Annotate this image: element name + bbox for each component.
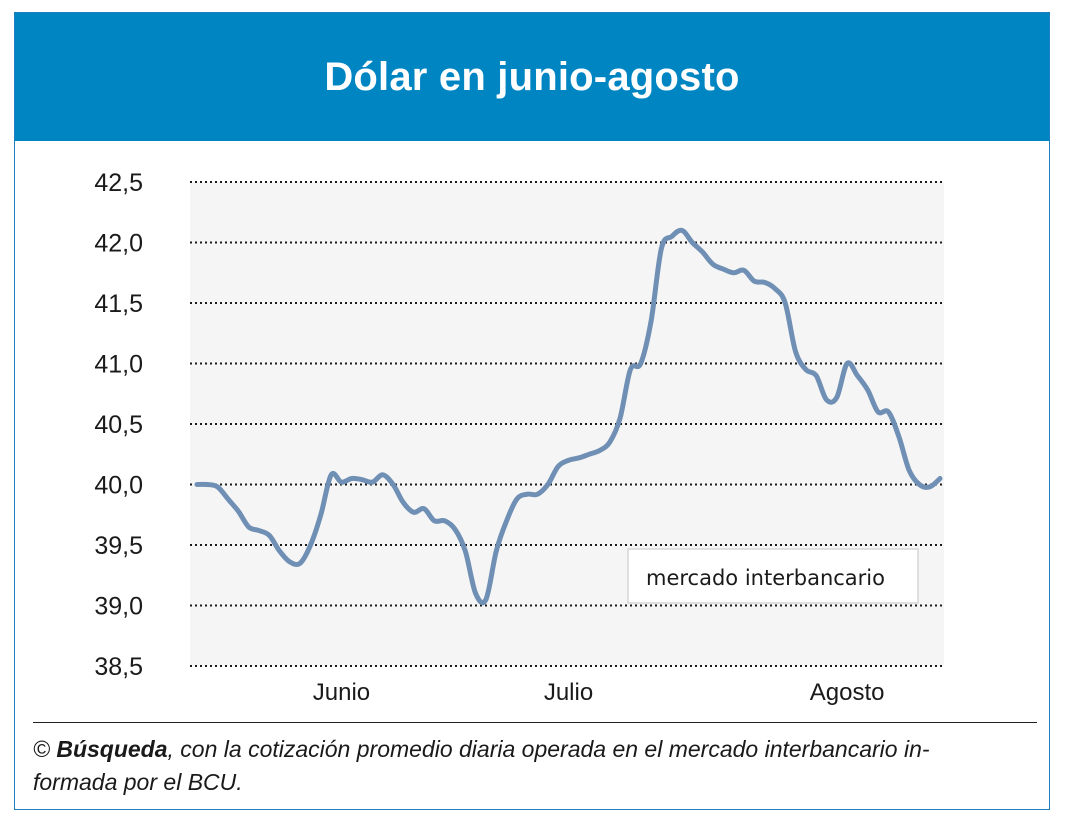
copyright-symbol: © [33,736,50,762]
footer-caption: © Búsqueda, con la cotización promedio d… [33,722,1037,799]
y-tick-label: 42,5 [94,169,143,197]
y-tick-label: 40,5 [94,411,143,439]
y-tick-label: 39,5 [94,532,143,560]
chart-title: Dólar en junio-agosto [324,54,740,99]
y-axis-tick-labels: 42,5 42,0 41,5 41,0 40,5 40,0 39,5 39,0 38,5 [94,169,143,681]
footer-text: © Búsqueda, con la cotización promedio d… [33,733,1037,799]
legend-label: mercado interbancario [646,566,885,590]
x-axis-tick-labels: Junio Julio Agosto [313,679,885,706]
legend-box [627,548,919,604]
source-name: Búsqueda [56,736,168,762]
y-tick-label: 41,0 [94,351,143,379]
header-banner: Dólar en junio-agosto [15,13,1049,141]
y-tick-label: 38,5 [94,653,143,681]
x-tick-label: Junio [313,679,370,706]
y-tick-label: 42,0 [94,230,143,258]
series-line [194,227,943,606]
footer-line1: , con la cotización promedio diaria oper… [167,736,930,762]
gridlines [190,181,944,667]
y-tick-label: 40,0 [94,472,143,500]
footer-line2: formada por el BCU. [33,769,243,795]
y-tick-label: 41,5 [94,290,143,318]
y-tick-label: 39,0 [94,593,143,621]
x-tick-label: Agosto [810,679,885,706]
legend: mercado interbancario [627,548,919,604]
x-tick-label: Julio [544,679,593,706]
